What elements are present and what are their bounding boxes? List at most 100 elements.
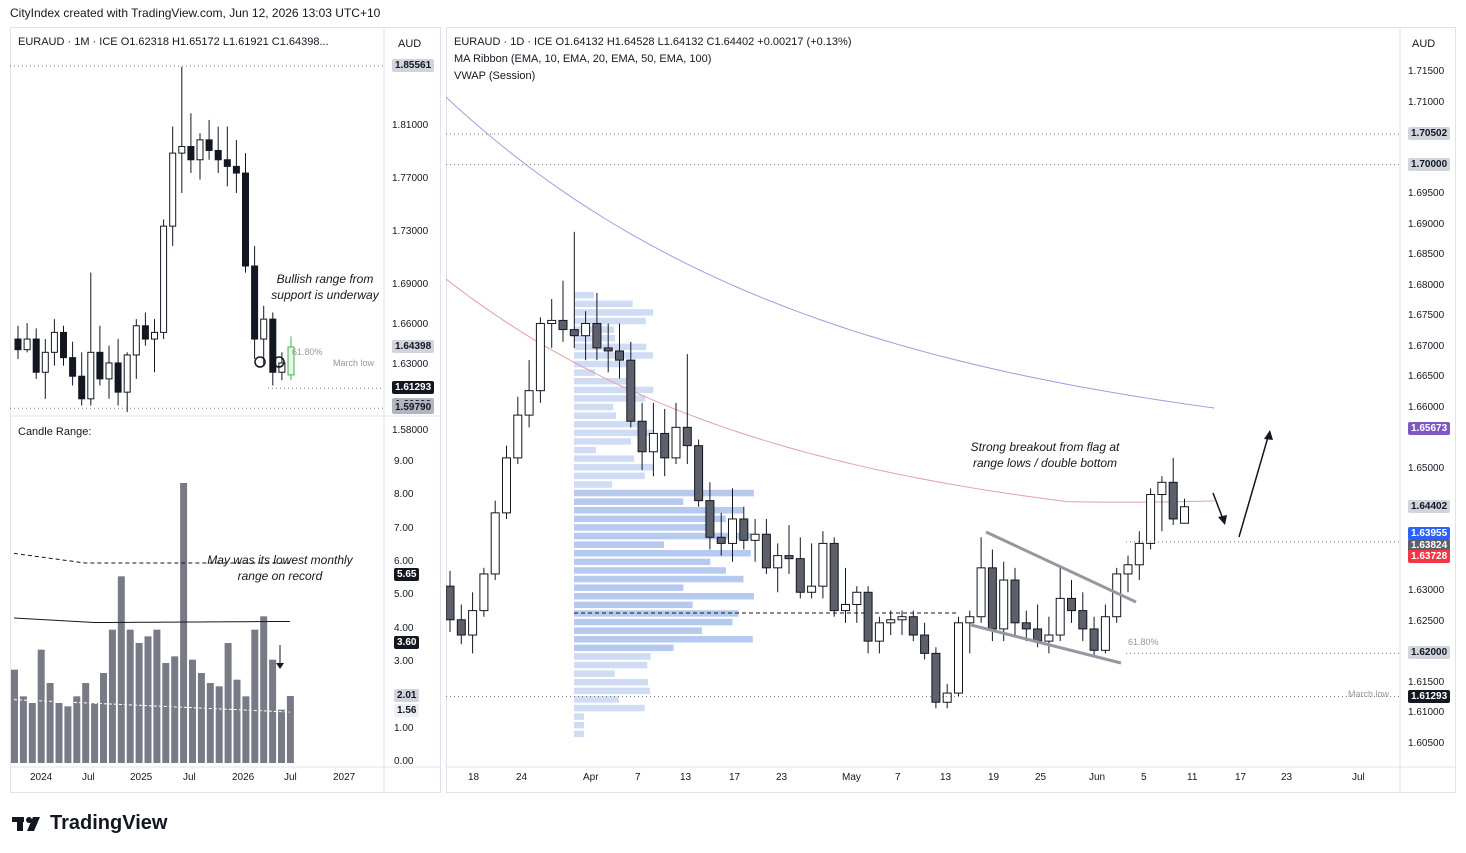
range-bar (224, 643, 232, 763)
left-time-tick: Jul (82, 772, 95, 783)
monthly-candle (32, 328, 40, 379)
left-price-tick: 1.69000 (392, 278, 429, 290)
right-price-tick: 1.67000 (1408, 340, 1445, 352)
range-bar (233, 679, 241, 763)
daily-candle (558, 280, 568, 342)
daily-candle (1123, 555, 1133, 593)
volume-profile-bar (574, 730, 584, 738)
daily-candle (886, 610, 896, 636)
monthly-candle (196, 133, 204, 180)
volume-profile-bar (574, 601, 693, 609)
range-tick: 8.00 (394, 489, 414, 501)
daily-candle (987, 549, 997, 642)
right-currency-button[interactable]: AUD (1412, 38, 1436, 50)
left-price-tick: 1.63000 (392, 358, 429, 370)
daily-candle (637, 402, 647, 471)
range-bar (126, 629, 134, 763)
indicator-ma-ribbon[interactable]: MA Ribbon (EMA, 10, EMA, 20, EMA, 50, EM… (454, 53, 712, 65)
range-tick: 4.00 (394, 622, 414, 634)
daily-candle (807, 543, 817, 599)
right-price-tick: 1.69000 (1408, 218, 1445, 230)
right-fib-label: 61.80% (1128, 637, 1159, 647)
flag-upper-trendline (985, 530, 1137, 604)
daily-candle (535, 317, 545, 403)
right-time-tick: 13 (940, 772, 952, 783)
right-symbol[interactable]: EURAUD · 1D · ICE (454, 36, 553, 48)
range-bar (73, 696, 81, 763)
left-price-tick: 1.64398 (392, 340, 435, 354)
range-bar (37, 649, 45, 763)
range-tick: 5.65 (394, 567, 420, 581)
right-time-tick: 17 (1235, 772, 1247, 783)
daily-candle (1089, 616, 1099, 657)
monthly-candle (287, 336, 295, 381)
projection-arrow-down (1212, 492, 1224, 520)
daily-candle (795, 537, 805, 599)
right-price-tick: 1.65000 (1408, 463, 1445, 475)
volume-profile-bar (574, 317, 646, 325)
volume-profile-bar (574, 593, 754, 600)
range-bar (260, 616, 268, 763)
daily-candle (942, 683, 952, 709)
left-chart-title: EURAUD · 1M · ICE O1.62318 H1.65172 L1.6… (18, 36, 329, 48)
daily-candle (716, 512, 726, 556)
right-chart-title: EURAUD · 1D · ICE O1.64132 H1.64528 L1.6… (454, 36, 852, 48)
right-price-tick: 1.61500 (1408, 676, 1445, 688)
tradingview-logo[interactable]: TradingView (12, 812, 167, 835)
daily-candle (818, 531, 828, 599)
range-bar (286, 696, 294, 763)
monthly-candle (87, 272, 95, 406)
left-price-tick: 1.61293 (392, 381, 435, 395)
left-currency-button[interactable]: AUD (398, 38, 422, 50)
daily-candle (502, 445, 511, 519)
volume-profile-bar (574, 421, 647, 428)
range-bar (242, 696, 250, 763)
left-time-tick: 2025 (130, 772, 153, 783)
daily-candle (920, 622, 930, 660)
volume-profile-bar (574, 360, 632, 368)
right-price-tick: 1.63955 (1408, 526, 1451, 540)
left-price-tick: 1.58000 (392, 425, 429, 436)
range-bar (153, 629, 161, 763)
volume-profile-bar (574, 627, 702, 634)
ema-50-line (446, 278, 1215, 503)
daily-candle (829, 537, 839, 617)
monthly-candle (141, 312, 149, 346)
volume-profile-bar (574, 472, 645, 480)
range-bar (64, 706, 72, 763)
monthly-candle (178, 66, 186, 193)
range-bar (91, 703, 99, 763)
right-annotation: Strong breakout from flag at range lows … (970, 440, 1120, 470)
volume-profile-bar (574, 610, 739, 617)
daily-candle (750, 518, 760, 562)
indicator-vwap[interactable]: VWAP (Session) (454, 70, 536, 82)
volume-profile-bar (574, 661, 648, 669)
right-price-tick: 1.63728 (1408, 549, 1451, 563)
range-bar (269, 659, 277, 763)
left-symbol[interactable]: EURAUD · 1M · ICE (18, 36, 118, 48)
daily-candle (694, 439, 704, 507)
left-chart-svg (10, 27, 441, 793)
left-fib-label: 61.80% (292, 347, 323, 357)
ema-100-line (446, 96, 1215, 409)
right-price-tick: 1.66500 (1408, 371, 1445, 383)
range-tick: 0.00 (394, 756, 414, 767)
volume-profile-bar (574, 369, 596, 376)
monthly-candle (169, 126, 177, 247)
volume-profile-bar (574, 567, 726, 574)
range-bar (197, 673, 205, 763)
volume-profile-bar (574, 300, 633, 308)
monthly-candle (223, 126, 231, 187)
monthly-candle (96, 325, 104, 386)
left-time-tick: Jul (284, 772, 297, 783)
projection-arrow-up-head (1264, 430, 1273, 440)
monthly-candle (60, 325, 67, 366)
left-price-tick: 1.59790 (392, 401, 435, 415)
right-time-tick: 19 (988, 772, 1000, 783)
volume-profile-bar (574, 386, 654, 394)
flag-lower-trendline (970, 623, 1122, 665)
projection-arrow-down-head (1218, 515, 1227, 525)
right-price-tick: 1.70000 (1408, 157, 1451, 171)
range-tick: 9.00 (394, 456, 414, 467)
range-bar (82, 683, 90, 763)
